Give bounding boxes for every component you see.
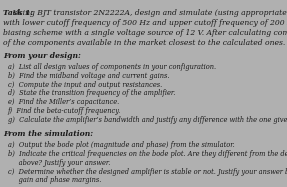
Text: c)  Compute the input and output resistances.: c) Compute the input and output resistan… bbox=[7, 81, 162, 89]
Text: Using BJT transistor 2N2222A, design and simulate (using appropriate software) a: Using BJT transistor 2N2222A, design and… bbox=[10, 9, 287, 17]
Text: of the components available in the market closest to the calculated ones.: of the components available in the marke… bbox=[3, 39, 286, 47]
Text: e)  Find the Miller’s capacitance.: e) Find the Miller’s capacitance. bbox=[7, 98, 119, 106]
Text: a)  List all design values of components in your configuration.: a) List all design values of components … bbox=[7, 63, 216, 71]
Text: From the simulation:: From the simulation: bbox=[3, 131, 94, 138]
Text: a)  Output the bode plot (magnitude and phase) from the simulator.: a) Output the bode plot (magnitude and p… bbox=[7, 141, 234, 149]
Text: Task 1:: Task 1: bbox=[3, 9, 34, 17]
Text: From your design:: From your design: bbox=[3, 52, 81, 60]
Text: with lower cutoff frequency of 500 Hz and upper cutoff frequency of 200 MHz. Use: with lower cutoff frequency of 500 Hz an… bbox=[3, 19, 287, 27]
Text: above? Justify your answer.: above? Justify your answer. bbox=[7, 159, 110, 167]
Text: f)  Find the beta-cutoff frequency.: f) Find the beta-cutoff frequency. bbox=[7, 107, 121, 115]
Text: b)  Find the midband voltage and current gains.: b) Find the midband voltage and current … bbox=[7, 72, 169, 80]
Text: biasing scheme with a single voltage source of 12 V. After calculating component: biasing scheme with a single voltage sou… bbox=[3, 29, 287, 37]
Text: c)  Determine whether the designed amplifier is stable or not. Justify your answ: c) Determine whether the designed amplif… bbox=[7, 168, 287, 176]
Text: gain and phase margins.: gain and phase margins. bbox=[7, 176, 101, 184]
Text: d)  State the transition frequency of the amplifier.: d) State the transition frequency of the… bbox=[7, 89, 175, 97]
Text: g)  Calculate the amplifier’s bandwidth and justify any difference with the one : g) Calculate the amplifier’s bandwidth a… bbox=[7, 116, 287, 124]
Text: b)  Indicate the critical frequencies on the bode plot. Are they different from : b) Indicate the critical frequencies on … bbox=[7, 150, 287, 158]
